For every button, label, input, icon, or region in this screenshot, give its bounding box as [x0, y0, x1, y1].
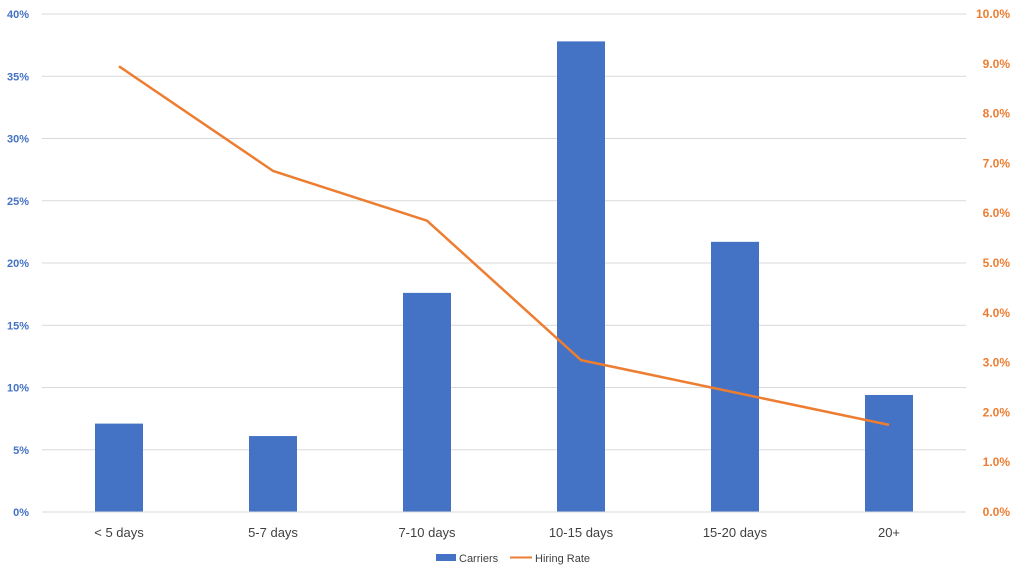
legend-label-carriers: Carriers: [459, 553, 499, 565]
left-y-axis: 0% 5% 10% 15% 20% 25% 30% 35% 40%: [7, 9, 29, 519]
left-tick-label: 10%: [7, 383, 29, 395]
category-label: 5-7 days: [248, 525, 298, 540]
left-tick-label: 15%: [7, 320, 29, 332]
category-label: 7-10 days: [398, 525, 456, 540]
category-label: < 5 days: [94, 525, 144, 540]
right-tick-label: 7.0%: [983, 156, 1011, 170]
right-tick-label: 0.0%: [983, 505, 1011, 519]
right-tick-label: 4.0%: [983, 306, 1011, 320]
gridlines: [42, 13, 966, 513]
category-label: 10-15 days: [549, 525, 614, 540]
right-tick-label: 10.0%: [976, 7, 1010, 21]
bar: [557, 41, 605, 512]
left-tick-label: 0%: [13, 507, 29, 519]
left-tick-label: 40%: [7, 9, 29, 21]
right-tick-label: 8.0%: [983, 107, 1011, 121]
line-series-hiring-rate: [118, 65, 890, 427]
hiring-rate-line: [118, 65, 890, 427]
right-tick-label: 9.0%: [983, 57, 1011, 71]
bar: [249, 436, 297, 512]
left-tick-label: 25%: [7, 196, 29, 208]
bar: [711, 241, 759, 512]
category-label: 15-20 days: [703, 525, 768, 540]
bar: [403, 292, 451, 512]
left-tick-label: 30%: [7, 134, 29, 146]
left-tick-label: 5%: [13, 445, 29, 457]
bar: [865, 394, 913, 512]
right-y-axis: 0.0% 1.0% 2.0% 3.0% 4.0% 5.0% 6.0% 7.0% 8.0% 9.0%…: [976, 7, 1010, 519]
right-tick-label: 6.0%: [983, 206, 1011, 220]
bar-series-carriers: [95, 41, 913, 512]
left-tick-label: 35%: [7, 71, 29, 83]
category-label: 20+: [878, 525, 900, 540]
right-tick-label: 5.0%: [983, 256, 1011, 270]
bar: [95, 423, 143, 512]
legend-label-hiring-rate: Hiring Rate: [535, 553, 590, 565]
x-axis: < 5 days 5-7 days 7-10 days 10-15 days 15-20…: [42, 511, 966, 540]
legend-swatch-carriers: [436, 554, 456, 561]
right-tick-label: 1.0%: [983, 455, 1011, 469]
legend: Carriers Hiring Rate: [436, 553, 590, 565]
right-tick-label: 2.0%: [983, 405, 1011, 419]
left-tick-label: 20%: [7, 258, 29, 270]
right-tick-label: 3.0%: [983, 356, 1011, 370]
